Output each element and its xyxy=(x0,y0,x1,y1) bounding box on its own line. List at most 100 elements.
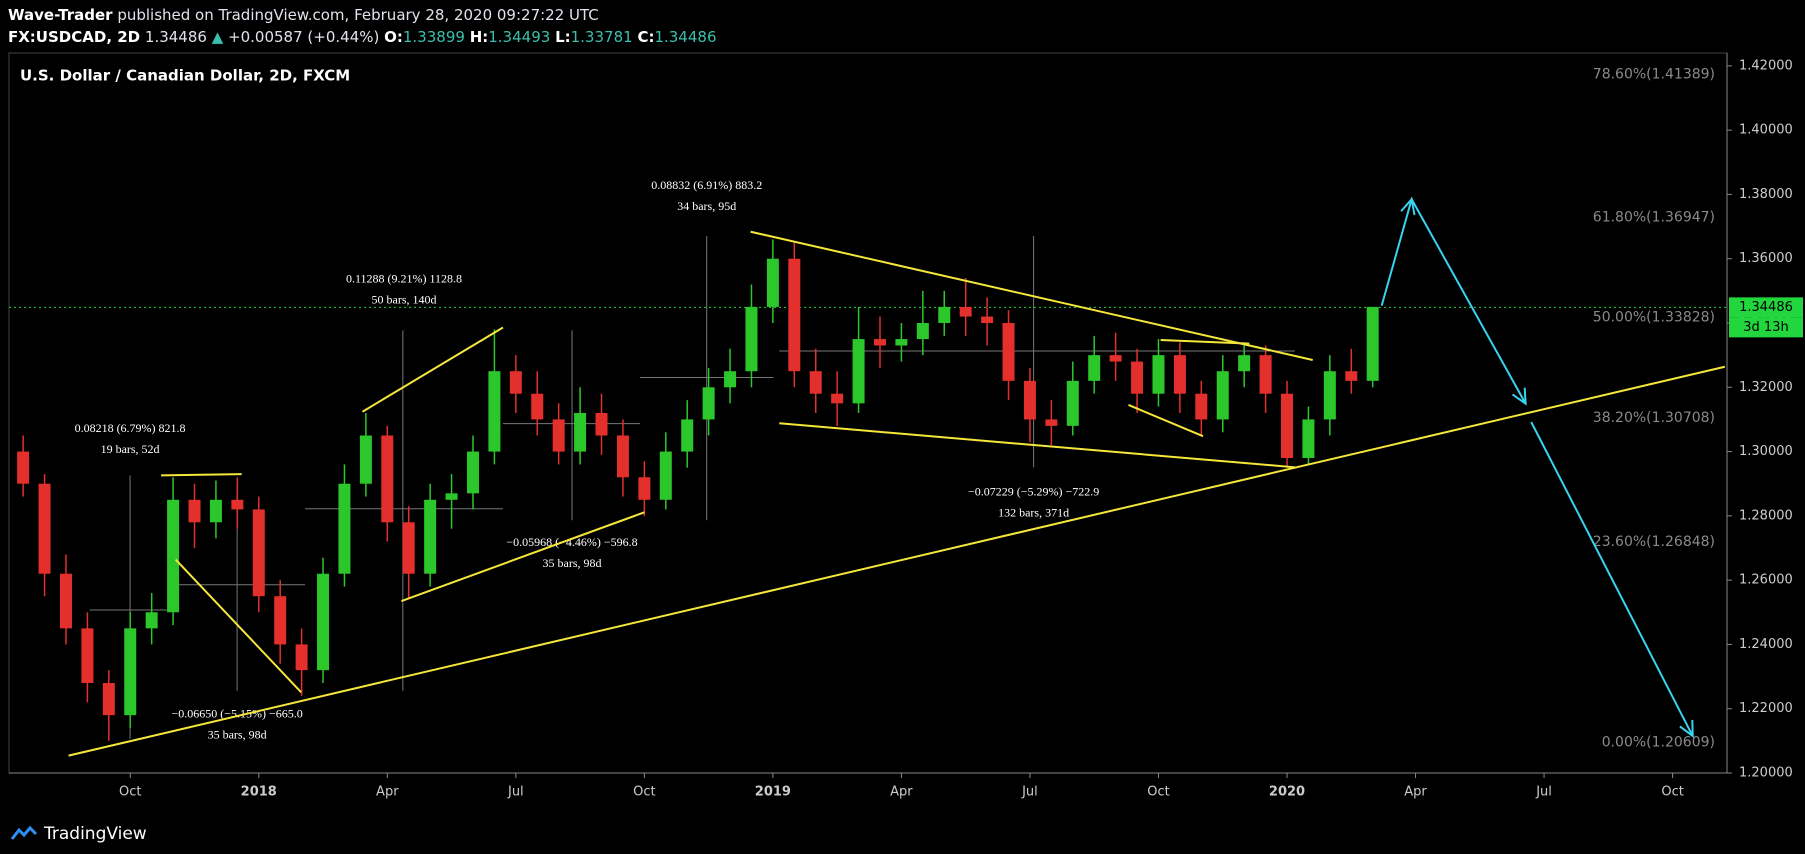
measure-change: −0.06650 (−5.15%) −665.0 xyxy=(171,707,302,721)
candle-body xyxy=(981,316,994,323)
x-tick-label: Oct xyxy=(1661,785,1683,800)
x-tick-label: Apr xyxy=(1404,785,1427,800)
candle-body xyxy=(852,339,865,404)
change: +0.00587 (+0.44%) xyxy=(228,28,380,46)
chart-title: U.S. Dollar / Canadian Dollar, 2D, FXCM xyxy=(20,67,350,85)
header-line: FX:USDCAD, 2D 1.34486 ▲ +0.00587 (+0.44%… xyxy=(8,26,716,48)
candle-body xyxy=(1302,419,1315,458)
x-tick-label: Apr xyxy=(890,785,913,800)
y-tick-label: 1.20000 xyxy=(1739,766,1793,781)
x-tick-label: Jul xyxy=(1535,785,1552,800)
y-tick-label: 1.32000 xyxy=(1739,380,1793,395)
trendline xyxy=(361,326,504,413)
trendline xyxy=(174,558,302,694)
trendline xyxy=(68,365,1726,757)
candle-body xyxy=(231,499,244,510)
footer[interactable]: TradingView xyxy=(10,824,147,844)
candle-body xyxy=(873,339,886,346)
candle-body xyxy=(81,628,94,683)
candle-body xyxy=(616,435,629,478)
last-price-label: 1.34486 xyxy=(1739,300,1793,315)
measure-change: −0.07229 (−5.29%) −722.9 xyxy=(968,484,1099,498)
measure-span: 34 bars, 95d xyxy=(677,199,736,213)
candle-body xyxy=(381,435,394,523)
measure-change: −0.05968 (−4.46%) −596.8 xyxy=(506,535,637,549)
candle-body xyxy=(1238,355,1251,372)
candle-body xyxy=(445,493,458,500)
candle-body xyxy=(1131,361,1144,394)
open: 1.33899 xyxy=(402,28,465,46)
measure-change: 0.08832 (6.91%) 883.2 xyxy=(651,178,762,192)
measure-change: 0.11288 (9.21%) 1128.8 xyxy=(346,271,462,285)
y-tick-label: 1.26000 xyxy=(1739,573,1793,588)
fib-level-label: 61.80%(1.36947) xyxy=(1593,209,1715,225)
header-line: Wave-Trader published on TradingView.com… xyxy=(8,4,716,26)
logo xyxy=(10,825,38,840)
candle-body xyxy=(338,483,351,574)
y-tick-label: 1.38000 xyxy=(1739,187,1793,202)
candle-body xyxy=(1152,355,1165,394)
candle-body xyxy=(745,306,758,372)
fib-level-label: 38.20%(1.30708) xyxy=(1593,410,1715,426)
candle-body xyxy=(552,419,565,452)
fib-level-label: 0.00%(1.20609) xyxy=(1602,734,1715,750)
arrowhead xyxy=(1679,720,1694,739)
trendline xyxy=(779,422,1296,469)
x-tick-label: Jul xyxy=(1021,785,1038,800)
h-label: H: xyxy=(469,28,489,46)
candle-body xyxy=(681,419,694,452)
candle-body xyxy=(659,451,672,500)
candle-body xyxy=(124,628,137,716)
candle-body xyxy=(831,393,844,404)
x-tick-label: 2019 xyxy=(755,785,791,800)
x-tick-label: Jul xyxy=(507,785,524,800)
countdown-tag xyxy=(1729,317,1803,338)
last: 1.34486 xyxy=(144,28,207,46)
candle-body xyxy=(1216,371,1229,420)
y-tick-label: 1.42000 xyxy=(1739,58,1793,73)
close: 1.34486 xyxy=(654,28,717,46)
x-tick-label: Oct xyxy=(119,785,141,800)
o-label: O: xyxy=(384,28,403,46)
measure-change: 0.08218 (6.79%) 821.8 xyxy=(75,421,186,435)
candle-body xyxy=(1259,355,1272,394)
candle-body xyxy=(1109,355,1122,362)
y-tick-label: 1.36000 xyxy=(1739,251,1793,266)
candle-body xyxy=(1066,380,1079,426)
candle-body xyxy=(102,683,115,716)
candle-body xyxy=(766,258,779,307)
candle-body xyxy=(959,306,972,317)
candle-body xyxy=(916,323,929,340)
candle-body xyxy=(509,371,522,394)
candle-body xyxy=(424,499,437,574)
symbol: FX:USDCAD, 2D xyxy=(8,28,141,46)
candle-body xyxy=(317,573,330,671)
fib-level-label: 23.60%(1.26848) xyxy=(1593,534,1715,550)
author[interactable]: Wave-Trader xyxy=(8,6,113,24)
candle-body xyxy=(1002,323,1015,381)
candle-body xyxy=(59,573,72,629)
candle-body xyxy=(209,499,222,523)
y-tick-label: 1.40000 xyxy=(1739,123,1793,138)
candle-body xyxy=(702,387,715,420)
published: published on TradingView.com, February 2… xyxy=(117,6,599,24)
high: 1.34493 xyxy=(488,28,551,46)
trendline xyxy=(401,511,645,602)
y-tick-label: 1.24000 xyxy=(1739,637,1793,652)
candle-body xyxy=(466,451,479,494)
candle-body xyxy=(1345,371,1358,381)
candle-body xyxy=(1366,306,1379,381)
candle-body xyxy=(252,509,265,597)
header: Wave-Trader published on TradingView.com… xyxy=(8,4,716,48)
candle-body xyxy=(938,306,951,323)
arrowhead xyxy=(1400,197,1416,216)
x-tick-label: Oct xyxy=(633,785,655,800)
x-tick-label: Oct xyxy=(1147,785,1169,800)
candle-body xyxy=(188,499,201,523)
candle-body xyxy=(488,371,501,452)
fib-level-label: 78.60%(1.41389) xyxy=(1593,66,1715,82)
x-tick-label: 2018 xyxy=(241,785,277,800)
candle-body xyxy=(359,435,372,484)
